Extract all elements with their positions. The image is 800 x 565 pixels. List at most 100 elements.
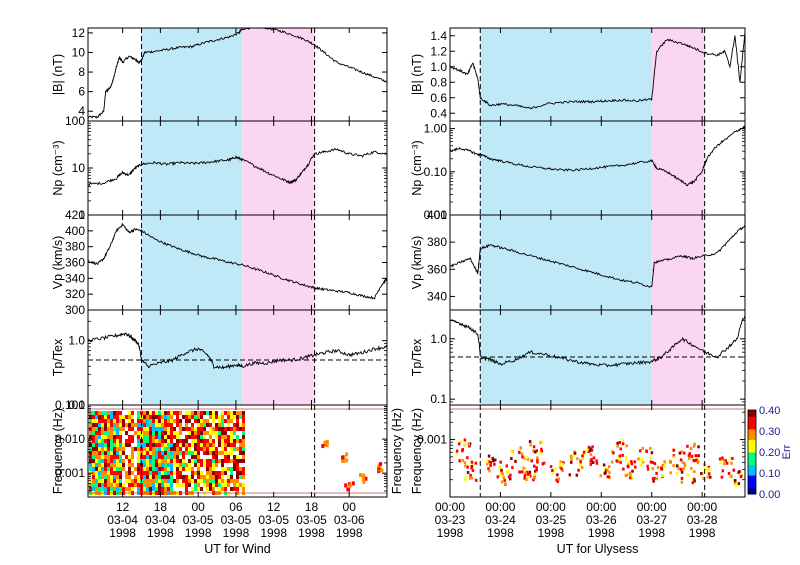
y-axis-label: Frequency (Hz) [51, 408, 65, 494]
x-tick-date: 03-05 [296, 513, 327, 527]
x-tick-year: 1998 [298, 526, 325, 540]
colorbar-cell [748, 410, 756, 413]
x-tick-date: 03-05 [221, 513, 252, 527]
colorbar-cell [748, 485, 756, 489]
shaded-region-1 [480, 28, 652, 121]
y-tick-label: 420 [65, 208, 85, 222]
y-axis-label: Tp/Tex [410, 338, 424, 376]
x-tick-year: 1998 [437, 526, 464, 540]
colorbar-cell [748, 428, 756, 432]
x-tick-date: 03-28 [687, 513, 718, 527]
colorbar-cell [748, 458, 756, 461]
y-tick-label: 360 [65, 256, 85, 270]
wind-panel-1: 4 6 8 10 12 |B| (nT) [51, 26, 388, 122]
colorbar-cell [748, 437, 756, 440]
shaded-region-1 [141, 310, 243, 405]
colorbar-cell [748, 460, 756, 463]
colorbar-cell [748, 416, 756, 419]
err-heatmap [450, 408, 745, 487]
x-axis-title: UT for Ulysess [557, 542, 639, 556]
x-tick-date: 03-27 [636, 513, 667, 527]
colorbar-cell [748, 468, 756, 472]
colorbar-tick-label: 0.30 [759, 426, 780, 438]
y-tick-label: 0.100 [55, 398, 85, 412]
x-tick-labels: 00:0003-23199800:0003-24199800:0003-2519… [435, 500, 718, 540]
y-tick-label: 12 [72, 26, 86, 40]
colorbar-cell [748, 431, 756, 434]
x-tick-date: 03-23 [435, 513, 466, 527]
colorbar-cell [748, 418, 756, 421]
wind-panel-4: 0.1 1.0Tp/Tex [51, 309, 388, 412]
ulysses-chart: 0.40.60.81.01.21.4|B| (nT)0.010.101.00Np… [410, 27, 746, 556]
data-line [449, 225, 746, 288]
colorbar-frame [747, 409, 757, 495]
x-axis-title: UT for Wind [204, 542, 270, 556]
y-tick-label: 360 [427, 262, 447, 276]
y-axis-label: Vp (km/s) [410, 236, 424, 289]
colorbar-cell [748, 441, 756, 445]
y-tick-label: 0.001 [417, 433, 447, 447]
y-tick-label: 0.1 [68, 398, 85, 412]
y-axis-label: Frequency (Hz) [410, 408, 424, 494]
colorbar-cell [748, 414, 756, 417]
y-tick-label: 1.2 [430, 44, 447, 58]
x-tick-year: 1998 [223, 526, 250, 540]
y-tick-label: 1.0 [430, 332, 447, 346]
shaded-region-2 [242, 121, 315, 215]
x-tick-year: 1998 [588, 526, 615, 540]
data-line [449, 314, 746, 368]
y-tick-label: 320 [65, 287, 85, 301]
colorbar-cell [748, 452, 756, 455]
shaded-region-2 [242, 28, 315, 121]
y-tick-label: 1.00 [424, 122, 448, 136]
shaded-region-1 [141, 121, 243, 215]
colorbar-cell [748, 473, 756, 476]
colorbar-cell [748, 487, 756, 491]
shaded-region-2 [242, 310, 315, 405]
y-tick-label: 400 [65, 224, 85, 238]
y-tick-label: 0.8 [430, 75, 447, 89]
colorbar-tick-label: 0.10 [759, 468, 780, 480]
colorbar-cell [748, 466, 756, 470]
colorbar: 0.00 0.10 0.20 0.30 0.40 Err [747, 405, 793, 501]
colorbar-cell [748, 475, 756, 478]
x-tick-year: 1998 [109, 526, 136, 540]
x-tick-time: 00 [191, 500, 205, 514]
y-tick-label: 380 [427, 235, 447, 249]
y-tick-label: 0.10 [424, 165, 448, 179]
colorbar-tick-label: 0.20 [759, 447, 780, 459]
panel-frame [87, 404, 388, 498]
colorbar-tick-label: 0.40 [759, 405, 780, 417]
x-tick-date: 03-26 [586, 513, 617, 527]
shaded-region-2 [651, 215, 705, 310]
colorbar-cell [748, 426, 756, 430]
data-line [87, 147, 388, 187]
colorbar-cell [748, 462, 756, 466]
shaded-region-2 [242, 215, 315, 310]
shaded-region-1 [141, 215, 243, 310]
colorbar-cell [748, 443, 756, 447]
colorbar-cell [748, 449, 756, 453]
x-tick-time: 18 [305, 500, 319, 514]
x-tick-date: 03-04 [107, 513, 138, 527]
shaded-region-2 [651, 28, 705, 121]
colorbar-cell [748, 479, 756, 482]
colorbar-cell [748, 477, 756, 480]
y-tick-label: 1 [78, 208, 85, 222]
y-tick-label: 1.0 [68, 334, 85, 348]
x-tick-time: 00:00 [536, 500, 566, 514]
colorbar-cell [748, 433, 756, 436]
y-tick-label: 340 [427, 289, 447, 303]
x-tick-time: 12 [116, 500, 130, 514]
x-tick-year: 1998 [638, 526, 665, 540]
y-axis-label: Vp (km/s) [51, 236, 65, 289]
y-tick-label: 0.01 [424, 208, 448, 222]
y-tick-label: 300 [65, 303, 85, 317]
x-tick-time: 18 [154, 500, 168, 514]
colorbar-cell [748, 481, 756, 484]
y-tick-label: 340 [65, 271, 85, 285]
